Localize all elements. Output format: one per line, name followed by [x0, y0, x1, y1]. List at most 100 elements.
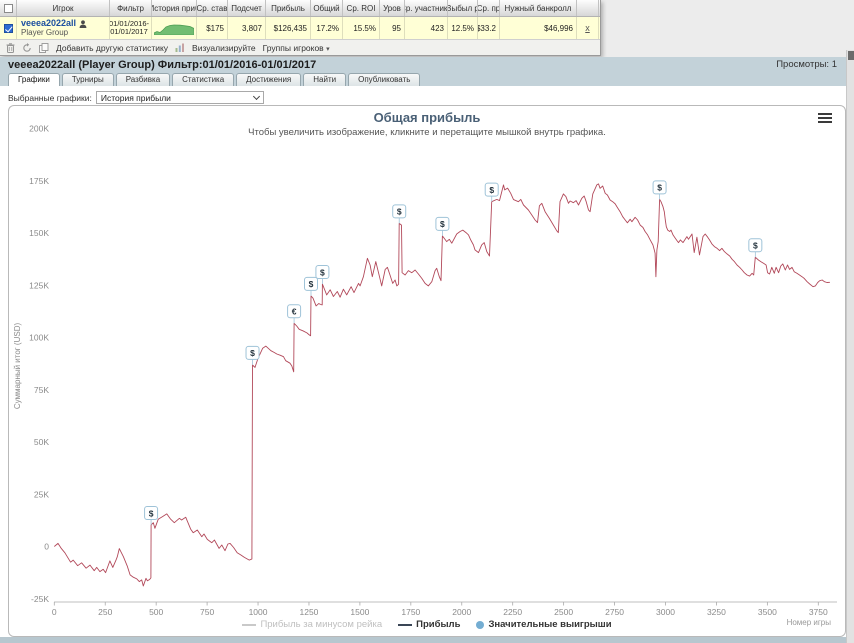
legend-item-profit-minus-rake[interactable]: Прибыль за минусом рейка [242, 619, 382, 630]
column-header-player[interactable]: Игрок [17, 0, 110, 16]
tab-статистика[interactable]: Статистика [172, 73, 235, 86]
column-header-check[interactable] [0, 0, 17, 16]
win-marker-glyph: $ [753, 241, 758, 251]
visualize-button[interactable]: Визуализируйте [192, 42, 256, 53]
tab-турниры[interactable]: Турниры [61, 73, 114, 86]
legend-item-profit[interactable]: Прибыль [398, 619, 460, 630]
row-cell-avg_prize: $33.2 [478, 17, 500, 39]
x-tick-label: 0 [52, 607, 57, 617]
player-stats-table: ИгрокФильтрИстория прибСр. ставПодсчетПр… [0, 0, 601, 56]
row-cell-avg_stake: $175 [197, 17, 228, 39]
legend-dash-icon [242, 623, 257, 626]
win-marker-badge [484, 182, 499, 197]
trash-icon[interactable] [6, 42, 15, 53]
win-marker-badge [652, 180, 667, 195]
win-marker-glyph: $ [440, 219, 445, 229]
y-tick-label: 75K [34, 385, 49, 395]
win-marker-glyph: $ [320, 267, 325, 277]
column-header-early[interactable]: Выбыл р [448, 0, 478, 16]
profit-sparkline [154, 24, 194, 35]
player-name-link[interactable]: veeea2022all [21, 19, 87, 28]
legend-dot-icon [476, 620, 485, 629]
select-all-checkbox[interactable] [3, 3, 13, 13]
column-header-profit[interactable]: Прибыль [266, 0, 311, 16]
x-tick-label: 750 [200, 607, 214, 617]
column-header-total[interactable]: Общий [311, 0, 343, 16]
chevron-down-icon [252, 92, 260, 100]
tab-опубликовать[interactable]: Опубликовать [348, 73, 421, 86]
y-tick-label: 0 [44, 542, 49, 552]
win-marker-glyph: € [292, 307, 297, 317]
tab-достижения[interactable]: Достижения [236, 73, 302, 86]
x-tick-label: 3500 [758, 607, 777, 617]
chevron-down-icon: ▾ [326, 45, 330, 53]
x-tick-label: 3000 [656, 607, 675, 617]
x-tick-label: 2750 [605, 607, 624, 617]
player-type-label: Player Group [21, 28, 69, 37]
column-header-bankroll[interactable]: Нужный банкролл [500, 0, 577, 16]
column-header-count[interactable]: Подсчет [228, 0, 266, 16]
y-tick-label: 100K [29, 333, 49, 343]
selected-graphs-label: Выбранные графики: [8, 92, 92, 103]
x-tick-label: 500 [149, 607, 163, 617]
win-marker-badge [287, 304, 302, 319]
x-tick-label: 250 [98, 607, 112, 617]
chart-title: Общая прибыль [373, 110, 481, 125]
vertical-scrollbar[interactable] [846, 50, 854, 643]
row-checkbox[interactable] [3, 23, 13, 33]
panel-title: veeea2022all (Player Group) Фильтр:01/01… [8, 59, 317, 71]
win-marker-glyph: $ [149, 508, 154, 518]
column-header-filter[interactable]: Фильтр [110, 0, 152, 16]
chart-subtitle: Чтобы увеличить изображение, кликните и … [248, 127, 606, 138]
tab-найти[interactable]: Найти [303, 73, 347, 86]
row-cell-profit: $126,435 [266, 17, 311, 39]
win-marker-badge [303, 276, 318, 291]
stats-table-row: veeea2022all Player Group 01/01/2016- 01/0… [0, 17, 600, 39]
profit-line [54, 183, 830, 587]
win-marker-badge [144, 505, 159, 520]
x-tick-label: 1250 [300, 607, 319, 617]
legend-dash-icon [398, 623, 413, 626]
refresh-icon[interactable] [22, 42, 32, 53]
tab-разбивка[interactable]: Разбивка [115, 73, 171, 86]
profit-chart-panel[interactable]: Общая прибыль Чтобы увеличить изображени… [8, 105, 846, 637]
column-header-history[interactable]: История приб [152, 0, 197, 16]
column-header-remove[interactable] [577, 0, 599, 16]
x-tick-label: 2500 [554, 607, 573, 617]
chart-menu-icon[interactable] [818, 113, 832, 125]
stats-table-toolbar: Добавить другую статистику Визуализируйт… [0, 39, 600, 55]
win-marker-badge [748, 238, 763, 253]
row-cell-player: veeea2022all Player Group [17, 17, 110, 39]
row-cell-check [0, 17, 17, 39]
graph-select[interactable]: История прибыли [95, 91, 264, 104]
win-marker-badge [245, 345, 260, 360]
remove-row-link[interactable]: x [585, 23, 590, 33]
x-axis-title: Номер игры [787, 618, 832, 627]
tab-графики[interactable]: Графики [8, 73, 60, 86]
y-tick-label: 25K [34, 489, 49, 499]
chart-icon[interactable] [175, 43, 185, 52]
row-cell-bankroll: $46,996 [500, 17, 577, 39]
row-cell-early: 12.5% [448, 17, 478, 39]
add-statistic-button[interactable]: Добавить другую статистику [56, 42, 169, 53]
scrollbar-thumb[interactable] [848, 51, 854, 60]
column-header-avg_roi[interactable]: Ср. ROI [343, 0, 380, 16]
copy-icon[interactable] [39, 42, 49, 53]
row-cell-avg_entrants: 423 [405, 17, 448, 39]
column-header-avg_entrants[interactable]: Ср. участники [405, 0, 448, 16]
player-groups-dropdown[interactable]: Группы игроков ▾ [262, 42, 330, 53]
column-header-level[interactable]: Уров [380, 0, 405, 16]
views-counter: Просмотры: 1 [776, 59, 837, 70]
legend-item-significant-wins[interactable]: Значительные выигрыши [476, 619, 612, 630]
column-header-avg_prize[interactable]: Ср. пр [478, 0, 500, 16]
y-tick-label: 175K [29, 176, 49, 186]
profit-chart: 0 250 500 750 1000 1250 1500 1750 2000 2250 2500 27… [13, 124, 837, 627]
win-marker-badge [435, 216, 450, 231]
row-cell-history [152, 17, 197, 39]
row-cell-avg_roi: 15.5% [343, 17, 380, 39]
win-marker-glyph: $ [657, 183, 662, 193]
x-tick-label: 1500 [350, 607, 369, 617]
row-cell-level: 95 [380, 17, 405, 39]
column-header-avg_stake[interactable]: Ср. став [197, 0, 228, 16]
chart-legend: Прибыль за минусом рейка Прибыль Значитель… [9, 619, 845, 630]
